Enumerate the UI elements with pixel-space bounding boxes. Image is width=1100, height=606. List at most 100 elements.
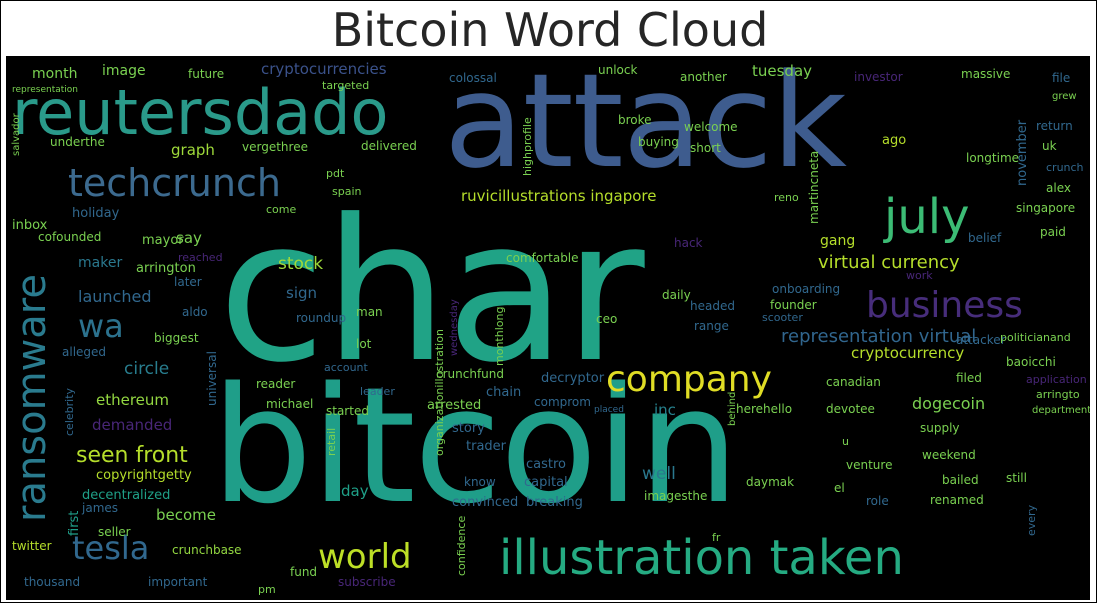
- word: inbox: [12, 218, 48, 233]
- word: pdt: [326, 167, 345, 180]
- word: copyrightgetty: [96, 468, 192, 483]
- word: singapore: [1016, 201, 1076, 215]
- word: range: [694, 319, 729, 333]
- word: michael: [266, 397, 314, 411]
- word: daily: [662, 288, 691, 302]
- word: hack: [674, 236, 703, 250]
- word: vergethree: [242, 140, 308, 154]
- word: pm: [258, 583, 276, 596]
- word: fr: [712, 531, 721, 544]
- word: return: [1036, 119, 1073, 133]
- word: man: [356, 305, 383, 319]
- word: retail: [325, 427, 338, 456]
- word: come: [266, 203, 297, 216]
- word: monthlong: [493, 306, 506, 366]
- word: launched: [78, 287, 152, 306]
- word: paid: [1040, 225, 1066, 239]
- word: supply: [920, 421, 960, 435]
- word: underthe: [50, 135, 105, 149]
- word: dogecoin: [912, 394, 986, 413]
- word: started: [326, 404, 369, 418]
- word: confidence: [455, 515, 468, 576]
- word: representation virtual: [781, 326, 977, 347]
- word: chain: [486, 385, 522, 400]
- word: unlock: [598, 63, 638, 77]
- word: welcome: [684, 120, 738, 134]
- word: ruvicillustrations ingapore: [461, 187, 657, 205]
- word: every: [1025, 504, 1038, 536]
- word: attack: [444, 56, 847, 197]
- word: scooter: [762, 311, 803, 324]
- word: breaking: [526, 495, 583, 510]
- word: later: [174, 275, 202, 289]
- word: reached: [178, 251, 223, 264]
- word: techcrunch: [68, 161, 281, 205]
- word: james: [82, 501, 119, 515]
- word: demanded: [92, 416, 173, 434]
- word: decryptor: [541, 371, 605, 386]
- word: ago: [882, 133, 907, 148]
- page-title: Bitcoin Word Cloud: [331, 3, 769, 57]
- word: subscribe: [338, 575, 396, 589]
- word: grew: [1052, 91, 1077, 102]
- word: headed: [690, 299, 735, 313]
- word: targeted: [322, 79, 370, 92]
- word: imagesthe: [644, 489, 708, 503]
- word: crunchbase: [172, 543, 242, 557]
- word: martincneta: [807, 150, 821, 224]
- word: arringto: [1036, 388, 1080, 401]
- word: daymak: [746, 475, 795, 489]
- word: venture: [846, 458, 893, 472]
- word: belief: [968, 231, 1002, 245]
- word: onboarding: [772, 282, 841, 296]
- word: massive: [961, 67, 1011, 81]
- word: comprom: [534, 395, 591, 409]
- word: aldo: [182, 305, 208, 319]
- word: bailed: [942, 473, 979, 487]
- word: politicianand: [1000, 331, 1071, 344]
- word: cryptocurrency: [851, 344, 965, 362]
- word: say: [176, 229, 202, 247]
- word: wednesday: [449, 299, 460, 356]
- word: business: [866, 285, 1023, 326]
- word: file: [1052, 71, 1071, 85]
- word: month: [32, 66, 78, 82]
- word: trader: [466, 439, 507, 454]
- word: herehello: [736, 402, 793, 416]
- word: u: [842, 435, 849, 448]
- word: virtual currency: [818, 252, 960, 273]
- word: seller: [98, 525, 131, 539]
- word: uk: [1042, 139, 1057, 153]
- word: devotee: [826, 402, 875, 416]
- word: cofounded: [38, 230, 102, 244]
- word: reader: [256, 377, 296, 391]
- word: short: [690, 141, 721, 155]
- word: department: [1032, 405, 1090, 416]
- word: spain: [332, 185, 362, 198]
- word: story: [452, 421, 485, 436]
- word: role: [866, 494, 889, 508]
- word: stock: [278, 254, 324, 274]
- word: buying: [638, 135, 679, 149]
- word: convinced: [452, 495, 519, 510]
- word: tuesday: [752, 62, 813, 80]
- word: founder: [770, 298, 817, 312]
- word: alex: [1046, 181, 1071, 195]
- word: longtime: [966, 151, 1020, 165]
- word: decentralized: [82, 488, 171, 503]
- word: tesla: [72, 529, 150, 567]
- word: another: [680, 70, 727, 84]
- word: important: [148, 575, 208, 589]
- word: alleged: [62, 345, 107, 359]
- word: july: [884, 189, 970, 245]
- word: well: [642, 464, 676, 484]
- word: illustration taken: [499, 530, 904, 586]
- word: maker: [78, 255, 123, 271]
- word: wa: [78, 307, 124, 345]
- word: thousand: [24, 575, 81, 589]
- word: day: [341, 482, 369, 500]
- word: world: [318, 537, 412, 577]
- word: colossal: [449, 71, 497, 85]
- word: image: [102, 63, 146, 79]
